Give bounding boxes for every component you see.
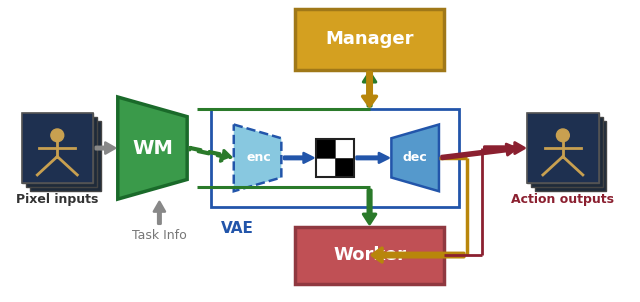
FancyArrowPatch shape (96, 143, 115, 154)
Bar (22, 113, 93, 183)
Polygon shape (392, 124, 439, 191)
Bar (22, 113, 93, 183)
Bar (316, 139, 354, 177)
Polygon shape (118, 97, 187, 199)
FancyArrowPatch shape (364, 72, 376, 106)
Bar (211, 109, 459, 207)
Text: Manager: Manager (325, 30, 414, 48)
Text: Task Info: Task Info (132, 229, 187, 242)
Bar (335, 158, 354, 177)
Bar (316, 139, 335, 158)
Text: dec: dec (403, 151, 428, 164)
FancyArrowPatch shape (284, 153, 313, 163)
Circle shape (556, 129, 570, 142)
FancyArrowPatch shape (442, 144, 516, 159)
FancyArrowPatch shape (363, 72, 376, 106)
Text: Pixel inputs: Pixel inputs (16, 193, 99, 206)
FancyArrowPatch shape (484, 143, 524, 154)
Text: VAE: VAE (221, 221, 253, 236)
Bar (29, 120, 101, 191)
Text: WM: WM (132, 139, 173, 158)
Bar (335, 139, 354, 158)
Bar (527, 113, 598, 183)
Bar (316, 158, 335, 177)
FancyArrowPatch shape (356, 153, 388, 163)
Circle shape (51, 129, 64, 142)
Text: enc: enc (246, 151, 271, 164)
Bar (527, 113, 598, 183)
Text: Action outputs: Action outputs (511, 193, 614, 206)
FancyArrowPatch shape (364, 190, 376, 224)
FancyArrowPatch shape (154, 202, 165, 224)
Text: Worker: Worker (333, 246, 406, 264)
Bar (295, 9, 444, 69)
Bar (295, 226, 444, 284)
Bar (26, 117, 97, 187)
FancyArrowPatch shape (189, 147, 231, 161)
Bar (531, 117, 602, 187)
Polygon shape (234, 124, 282, 191)
Bar (535, 120, 607, 191)
FancyArrowPatch shape (372, 248, 464, 262)
